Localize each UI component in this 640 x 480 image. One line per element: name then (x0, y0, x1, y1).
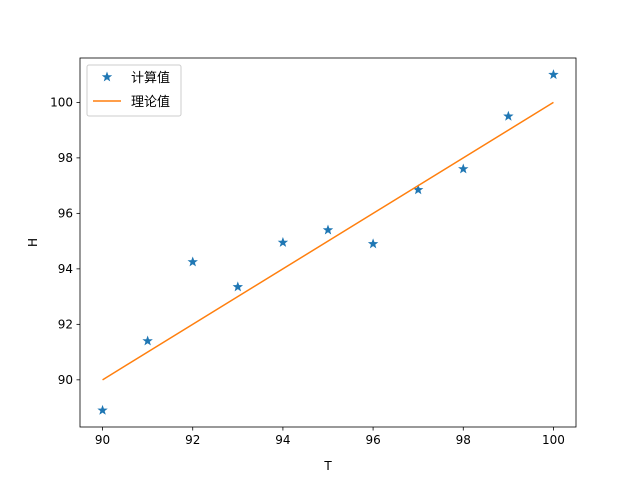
legend-box (86, 64, 182, 117)
x-tick-label: 96 (365, 433, 380, 447)
x-tick-label: 100 (542, 433, 565, 447)
legend-star-swatch (101, 71, 113, 82)
x-tick-label: 92 (185, 433, 200, 447)
data-point (232, 281, 244, 292)
data-point (503, 110, 514, 121)
y-tick-label: 90 (58, 373, 73, 387)
data-point (367, 238, 379, 249)
plot-area (97, 69, 559, 415)
data-point (97, 404, 108, 415)
x-axis-label: T (323, 459, 332, 473)
y-tick-label: 94 (58, 262, 73, 276)
axes: 90 92 94 96 98 100 90 92 94 96 98 100 (50, 57, 577, 447)
y-tick-label: 96 (58, 206, 73, 220)
data-point (548, 69, 559, 80)
plot-frame (79, 57, 577, 428)
data-point (458, 163, 469, 174)
data-point (187, 256, 198, 267)
y-tick-label: 98 (58, 151, 73, 165)
data-point (277, 237, 289, 247)
series-line-theory (102, 101, 554, 381)
data-point (322, 224, 334, 235)
data-point (142, 335, 153, 346)
x-tick-label: 98 (456, 433, 471, 447)
y-tick-label: 100 (50, 95, 73, 109)
legend-label: 理论值 (131, 94, 170, 110)
x-tick-label: 94 (275, 433, 290, 447)
x-tick-label: 90 (95, 433, 110, 447)
y-tick-label: 92 (58, 317, 73, 331)
y-axis-label: H (26, 238, 40, 247)
legend-label: 计算值 (131, 70, 170, 86)
